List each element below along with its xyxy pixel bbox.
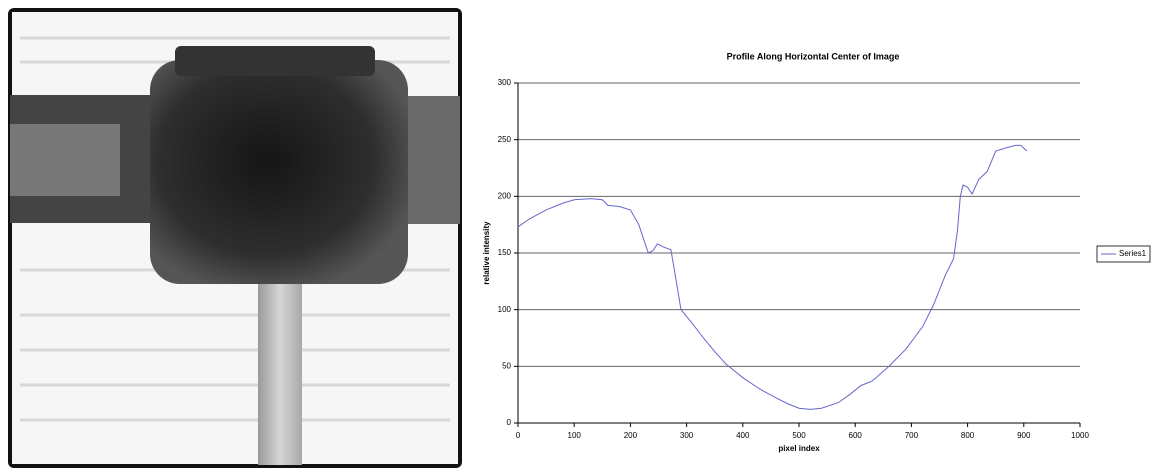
x-tick-label: 600 [849, 431, 863, 440]
y-axis-label: relative intensity [482, 221, 491, 285]
legend-label: Series1 [1119, 249, 1147, 258]
y-tick-label: 250 [498, 135, 512, 144]
y-tick-label: 200 [498, 191, 512, 200]
data-line [517, 144, 1027, 410]
y-tick-label: 150 [498, 248, 512, 257]
y-tick-label: 0 [507, 418, 512, 427]
legend-box [1096, 245, 1151, 263]
x-tick-label: 1000 [1071, 431, 1089, 440]
x-axis-label: pixel index [778, 444, 820, 453]
xray-image [8, 8, 462, 468]
y-tick-label: 300 [498, 78, 512, 87]
chart-title: Profile Along Horizontal Center of Image [727, 51, 900, 61]
y-tick-label: 100 [498, 305, 512, 314]
main-body [150, 60, 408, 284]
x-tick-label: 400 [736, 431, 750, 440]
x-tick-label: 300 [680, 431, 694, 440]
y-tick-label: 50 [502, 361, 511, 370]
shaft [258, 280, 302, 465]
x-tick-label: 200 [624, 431, 638, 440]
x-tick-label: 100 [568, 431, 582, 440]
x-tick-label: 0 [516, 431, 521, 440]
left-arm-window [10, 124, 120, 196]
top-flange [175, 46, 375, 76]
x-tick-label: 500 [792, 431, 806, 440]
x-tick-label: 800 [961, 431, 975, 440]
x-tick-label: 900 [1017, 431, 1031, 440]
x-tick-label: 700 [905, 431, 919, 440]
